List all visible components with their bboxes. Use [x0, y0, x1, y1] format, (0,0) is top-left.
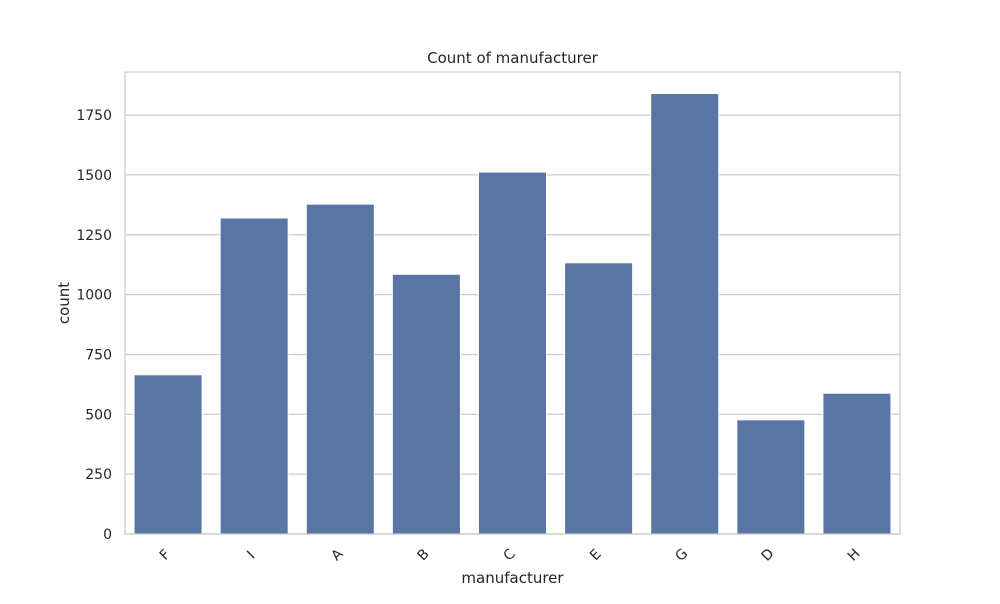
x-tick-label: F [157, 547, 174, 564]
bar-b [391, 273, 461, 535]
x-tick-label: I [244, 548, 258, 562]
plot-frame [124, 71, 901, 535]
bar-h [822, 392, 892, 535]
bars [133, 93, 892, 535]
x-tick-label: B [415, 546, 433, 564]
bar-a [305, 203, 375, 535]
y-tick-label: 1500 [76, 168, 112, 184]
x-tick-label: G [672, 546, 691, 565]
y-tick-labels: 0 250 500 750 1000 1250 1500 1750 [76, 108, 112, 543]
bar-d [736, 419, 806, 535]
x-tick-label: C [501, 546, 519, 564]
y-tick-label: 250 [85, 467, 112, 483]
y-tick-label: 1750 [76, 108, 112, 124]
bar-c [477, 171, 548, 535]
bar-f [133, 374, 203, 535]
chart-title: Count of manufacturer [427, 49, 599, 67]
bar-g [650, 93, 720, 535]
y-tick-label: 0 [103, 527, 112, 543]
y-tick-label: 1250 [76, 228, 112, 244]
x-tick-label: H [845, 546, 864, 565]
x-axis-label: manufacturer [461, 569, 564, 587]
y-tick-label: 500 [85, 407, 112, 423]
x-tick-label: A [328, 546, 346, 564]
bar-i [219, 217, 289, 535]
y-tick-label: 1000 [76, 288, 112, 304]
y-axis-label: count [55, 282, 73, 324]
x-tick-label: D [759, 546, 778, 565]
x-tick-label: E [587, 546, 605, 564]
y-tick-label: 750 [85, 347, 112, 363]
bar-e [564, 262, 634, 535]
